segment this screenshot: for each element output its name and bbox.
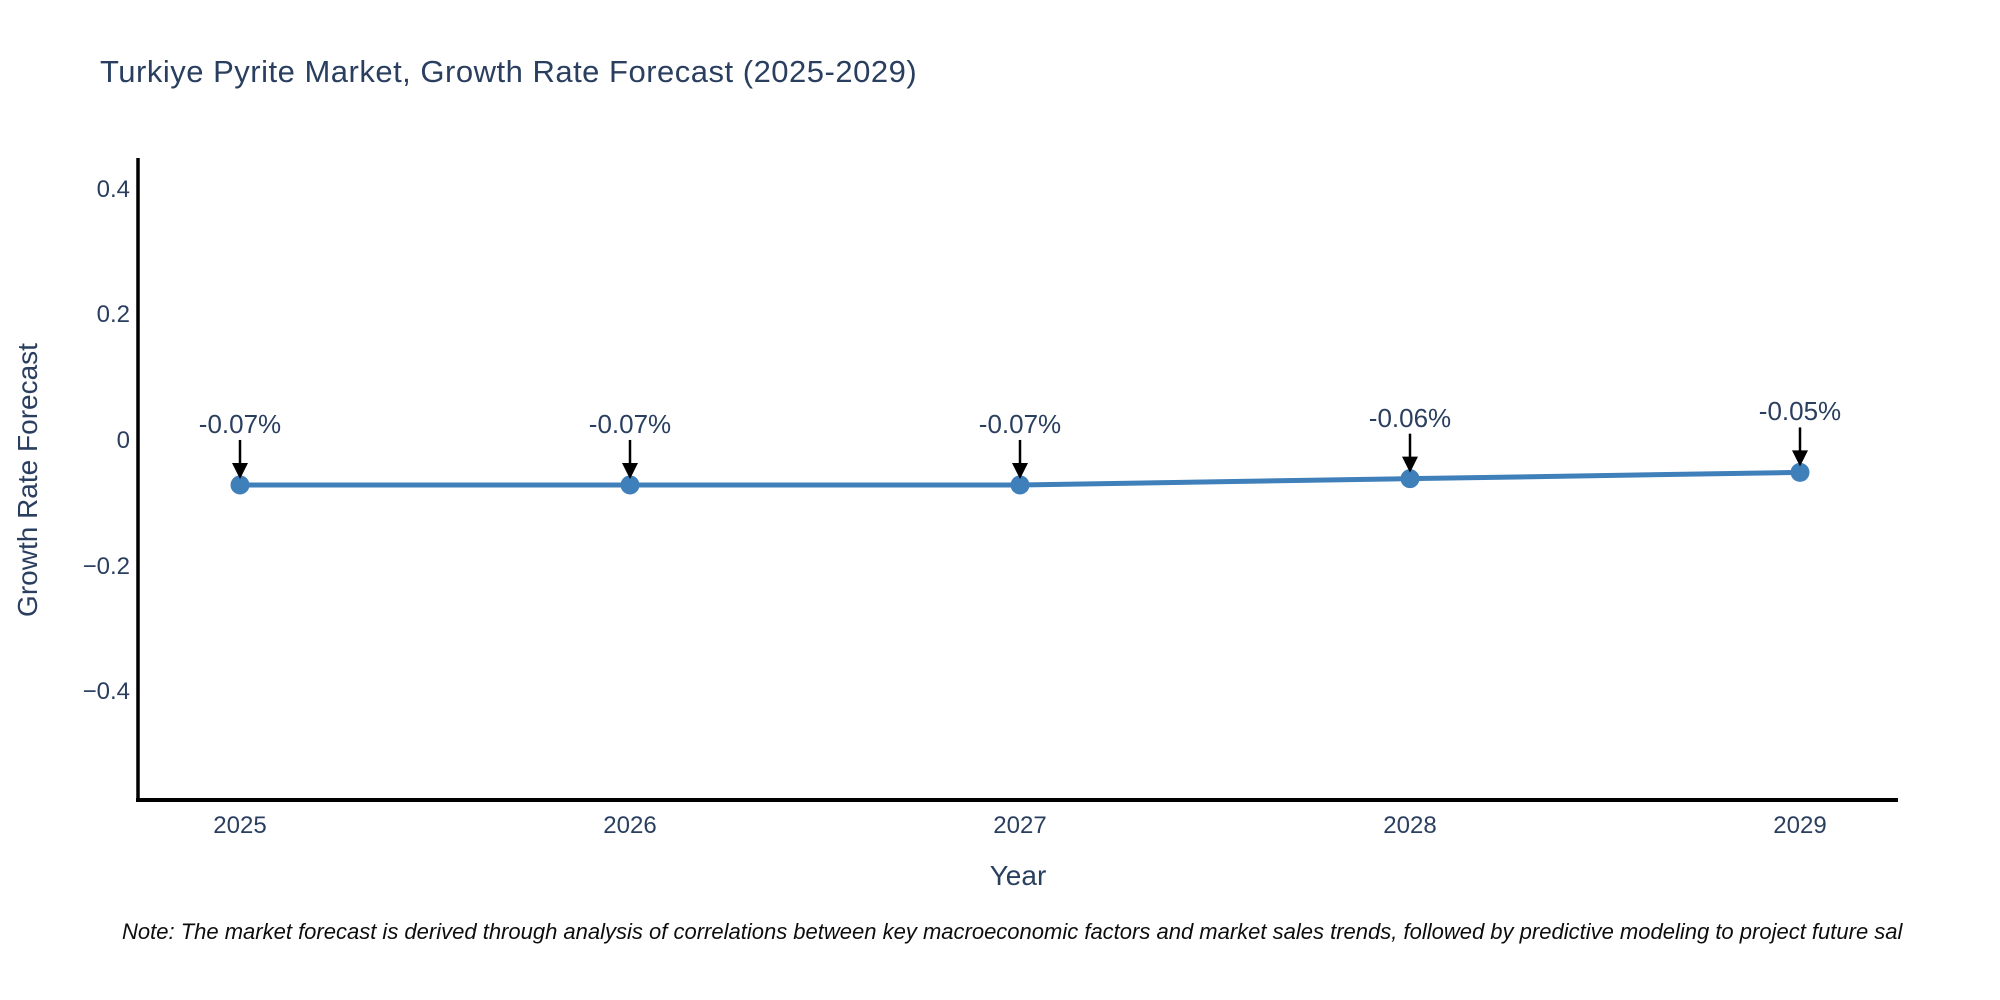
y-tick-label: 0.2 bbox=[96, 301, 130, 329]
x-axis-title: Year bbox=[989, 860, 1047, 891]
footnote: Note: The market forecast is derived thr… bbox=[122, 919, 1903, 944]
data-point-marker bbox=[230, 475, 250, 495]
point-value-label: -0.07% bbox=[978, 408, 1062, 439]
chart-title: Turkiye Pyrite Market, Growth Rate Forec… bbox=[100, 54, 918, 89]
point-value-label: -0.05% bbox=[1758, 396, 1842, 427]
point-value-label: -0.06% bbox=[1368, 402, 1452, 433]
data-point-marker bbox=[1400, 469, 1420, 489]
series-layer bbox=[230, 462, 1810, 495]
data-point-marker bbox=[620, 475, 640, 495]
point-value-label: -0.07% bbox=[198, 408, 282, 439]
annotation-arrow-layer bbox=[232, 427, 1808, 479]
data-point-marker bbox=[1790, 462, 1810, 482]
data-point-marker bbox=[1010, 475, 1030, 495]
y-tick-label: 0 bbox=[116, 427, 130, 454]
y-tick-label: −0.4 bbox=[82, 678, 130, 706]
annotation-arrowhead-icon bbox=[1402, 456, 1418, 473]
annotation-arrowhead-icon bbox=[622, 462, 638, 479]
point-value-label: -0.07% bbox=[588, 408, 672, 439]
x-tick-label: 2027 bbox=[993, 812, 1047, 839]
annotation-arrowhead-icon bbox=[232, 462, 248, 479]
annotation-arrowhead-icon bbox=[1012, 462, 1028, 479]
x-tick-label: 2029 bbox=[1773, 812, 1827, 839]
y-tick-label: −0.2 bbox=[82, 552, 130, 580]
x-tick-label: 2028 bbox=[1383, 812, 1437, 839]
x-tick-label: 2025 bbox=[213, 812, 267, 839]
annotation-arrowhead-icon bbox=[1792, 450, 1808, 467]
y-tick-label: 0.4 bbox=[96, 175, 130, 203]
x-tick-label: 2026 bbox=[603, 812, 657, 839]
